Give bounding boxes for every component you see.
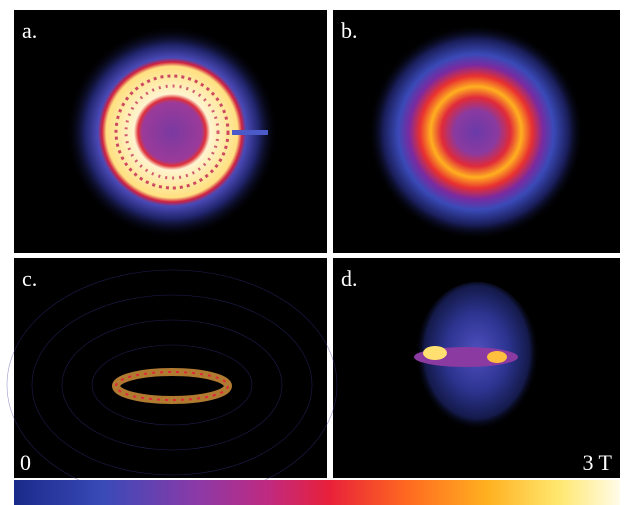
panel-label: c. bbox=[22, 266, 37, 291]
field-map-b bbox=[368, 24, 584, 240]
colorbar-min-label: 0 bbox=[20, 450, 31, 475]
lead bbox=[232, 130, 268, 135]
figure: a. b. c. d. 0 3 T bbox=[0, 0, 628, 505]
panel-label: d. bbox=[341, 266, 358, 291]
panel-label: b. bbox=[341, 18, 358, 43]
hot-spot bbox=[487, 351, 507, 363]
colorbar bbox=[14, 480, 620, 505]
panel-c bbox=[14, 258, 327, 478]
panel-label: a. bbox=[22, 18, 37, 43]
hot-spot bbox=[423, 346, 447, 360]
page: a. b. c. d. 0 3 T (() => { const data = … bbox=[0, 0, 628, 505]
colorbar-max-label: 3 T bbox=[582, 450, 612, 475]
